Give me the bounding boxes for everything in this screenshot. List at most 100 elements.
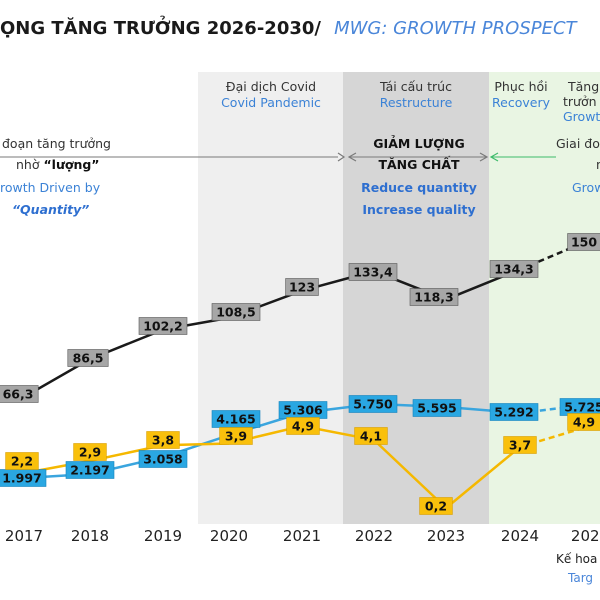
growth-phase-arrow xyxy=(489,152,556,162)
profit-data-label: 2,9 xyxy=(73,443,107,461)
profit-label-text: 4,9 xyxy=(292,419,314,434)
revenue-label-text: 86,5 xyxy=(73,351,104,366)
revenue-label-text: 150 xyxy=(571,235,597,250)
profit-label-box xyxy=(503,436,537,454)
revenue-label-box xyxy=(67,349,109,367)
stores-label-box xyxy=(65,461,115,479)
growth-sub-label-en: Grow xyxy=(572,180,600,195)
revenue-label-box xyxy=(409,288,459,306)
footnote-en: Targ xyxy=(567,571,593,585)
covid-phase-label-vn: Đại dịch Covid xyxy=(226,79,316,94)
restructure-bold-en-2: Increase quality xyxy=(362,202,475,217)
x-tick-label: 2019 xyxy=(144,527,182,545)
profit-data-label: 3,7 xyxy=(503,436,537,454)
profit-label-text: 3,9 xyxy=(225,429,247,444)
stores-data-label: 5.306 xyxy=(278,401,328,419)
restructure-arrow-head-left xyxy=(347,152,357,162)
profit-label-text: 2,9 xyxy=(79,445,101,460)
revenue-label-box xyxy=(0,385,39,403)
quantity-phase-label-en-2: “Quantity” xyxy=(12,202,89,217)
revenue-label-box xyxy=(138,317,188,335)
x-tick-label: 2018 xyxy=(71,527,109,545)
data-label-layer: 66,3 86,5 102,2 108,5 123 133,4 118,3 134,3 150 1… xyxy=(0,233,600,515)
quantity-phase-label-en-1: rowth Driven by xyxy=(0,180,101,195)
stores-data-label: 4.165 xyxy=(211,410,261,428)
revenue-label-box xyxy=(489,260,539,278)
quantity-arrow-head xyxy=(337,152,346,162)
revenue-data-label: 118,3 xyxy=(409,288,459,306)
x-tick-label: 2024 xyxy=(501,527,539,545)
profit-data-label: 4,9 xyxy=(286,417,320,435)
stores-label-text: 5.595 xyxy=(417,401,457,416)
profit-label-text: 0,2 xyxy=(425,499,447,514)
x-tick-label: 2021 xyxy=(283,527,321,545)
restructure-phase-arrow xyxy=(347,152,489,162)
x-tick-label: 2023 xyxy=(427,527,465,545)
revenue-label-text: 133,4 xyxy=(353,265,393,280)
revenue-label-text: 123 xyxy=(289,280,315,295)
growth-sub-label-vn-1: Giai đo xyxy=(556,136,600,151)
revenue-data-label: 108,5 xyxy=(211,303,261,321)
profit-label-box xyxy=(354,427,388,445)
revenue-data-label: 134,3 xyxy=(489,260,539,278)
stores-data-label: 5.595 xyxy=(412,399,462,417)
recovery-phase-label-vn: Phục hồi xyxy=(494,79,547,94)
profit-label-text: 4,9 xyxy=(573,415,595,430)
stores-data-label: 3.058 xyxy=(138,450,188,468)
revenue-data-label: 102,2 xyxy=(138,317,188,335)
revenue-label-text: 102,2 xyxy=(143,319,183,334)
profit-label-box xyxy=(286,417,320,435)
stores-label-text: 1.997 xyxy=(2,471,42,486)
covid-phase-label-en: Covid Pandemic xyxy=(221,95,321,110)
stores-label-box xyxy=(489,403,539,421)
stores-label-box xyxy=(348,395,398,413)
revenue-label-text: 134,3 xyxy=(494,262,534,277)
revenue-data-label: 123 xyxy=(285,278,319,296)
x-tick-label: 2017 xyxy=(5,527,43,545)
profit-label-box xyxy=(73,443,107,461)
stores-label-text: 2.197 xyxy=(70,463,110,478)
profit-label-box xyxy=(5,452,39,470)
profit-data-label: 4,1 xyxy=(354,427,388,445)
x-axis-ticks: 2017 2018 2019 2020 2021 2022 2023 2024 2025 xyxy=(5,527,600,545)
revenue-data-label: 86,5 xyxy=(67,349,109,367)
profit-label-box xyxy=(219,427,253,445)
x-tick-label: 2020 xyxy=(210,527,248,545)
footnote-vn: Kế hoa xyxy=(556,552,597,566)
stores-label-text: 5.725 xyxy=(564,400,600,415)
stores-data-label: 2.197 xyxy=(65,461,115,479)
quantity-phase-arrow xyxy=(0,152,346,162)
covid-phase-shade xyxy=(198,72,343,524)
revenue-label-text: 118,3 xyxy=(414,290,454,305)
growth-phase-label-en-1: Growt xyxy=(563,109,600,124)
recovery-phase-label-en: Recovery xyxy=(492,95,551,110)
revenue-label-text: 66,3 xyxy=(3,387,34,402)
profit-label-box xyxy=(146,431,180,449)
stores-data-label: 5.725 xyxy=(559,398,600,416)
profit-label-text: 3,7 xyxy=(509,438,531,453)
revenue-label-box xyxy=(211,303,261,321)
recovery-phase-shade xyxy=(489,72,556,524)
profit-data-label: 0,2 xyxy=(419,497,453,515)
restructure-bold-en-1: Reduce quantity xyxy=(361,180,477,195)
restructure-phase-label-en: Restructure xyxy=(380,95,453,110)
revenue-label-box xyxy=(285,278,319,296)
stores-label-text: 4.165 xyxy=(216,412,256,427)
restructure-phase-label-vn: Tái cấu trúc xyxy=(379,79,452,94)
profit-label-box xyxy=(419,497,453,515)
growth-phase-shade xyxy=(556,72,600,524)
revenue-data-label: 150 xyxy=(567,233,600,251)
x-tick-label: 2025 xyxy=(571,527,600,545)
profit-label-text: 4,1 xyxy=(360,429,382,444)
restructure-arrow-head-right xyxy=(479,152,489,162)
profit-label-box xyxy=(567,413,600,431)
stores-data-label: 1.997 xyxy=(0,469,47,487)
profit-data-label: 2,2 xyxy=(5,452,39,470)
growth-sub-label-vn-2: n xyxy=(596,157,600,172)
stores-label-text: 3.058 xyxy=(143,452,183,467)
profit-label-text: 3,8 xyxy=(152,433,174,448)
profit-data-label: 3,9 xyxy=(219,427,253,445)
stores-label-text: 5.292 xyxy=(494,405,534,420)
stores-label-text: 5.306 xyxy=(283,403,323,418)
